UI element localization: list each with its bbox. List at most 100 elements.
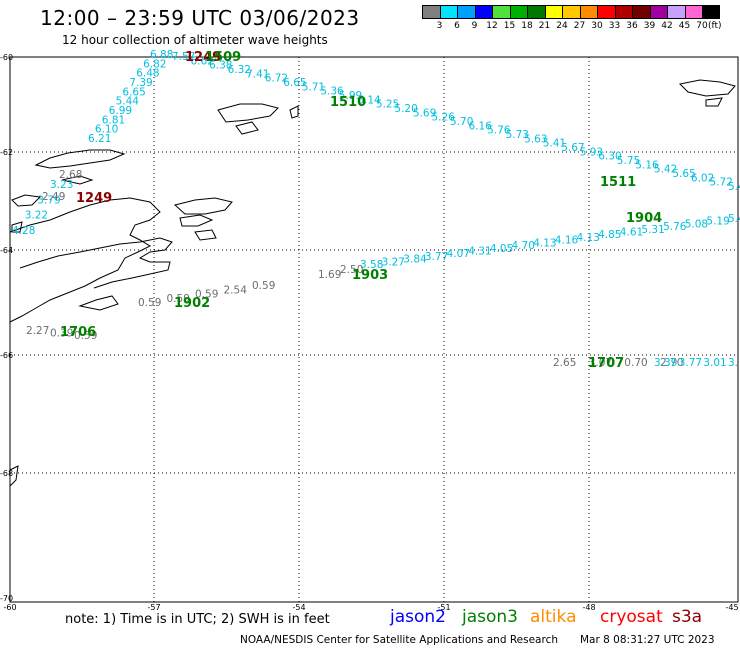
island — [61, 175, 94, 185]
island — [194, 229, 217, 241]
peninsula-coast-east — [19, 237, 173, 289]
swh-value: 2.65 — [553, 357, 576, 369]
island — [235, 121, 259, 135]
swh-value: 4.05 — [490, 243, 513, 255]
pass-label: 1903 — [352, 268, 388, 283]
pass-label: 1904 — [626, 211, 662, 226]
swh-value: 5.16 — [635, 159, 659, 171]
swh-value: 5.25 — [376, 99, 399, 111]
swh-value: 2.54 — [224, 284, 248, 296]
legend-label: 6 — [454, 21, 460, 31]
swh-value: 5.31 — [641, 224, 664, 236]
joinville-island — [173, 197, 233, 215]
swh-value: 3. — [728, 357, 738, 369]
swh-value: 4.13 — [577, 232, 600, 244]
swh-value: 4.31 — [468, 246, 491, 258]
swh-value: 0.70 — [624, 357, 647, 369]
island — [11, 194, 42, 207]
swh-value: 6.14 — [357, 94, 381, 106]
coast-fragment — [9, 465, 19, 487]
legend-label: 24 — [556, 21, 568, 31]
swh-value: 6.62 — [191, 55, 214, 67]
swh-value: 5.71 — [302, 81, 325, 93]
coastline — [9, 79, 736, 487]
swh-value: 0.59 — [252, 280, 275, 292]
latitude-label: -60 — [0, 53, 14, 62]
legend-label: 21 — [538, 21, 551, 31]
swh-value: 3.84 — [403, 254, 427, 266]
legend-label: 15 — [503, 21, 516, 31]
south-orkney-island — [217, 103, 279, 123]
swh-value: 2.50 — [340, 264, 363, 276]
swh-value: 5.4 — [728, 213, 740, 225]
island — [289, 105, 299, 119]
swh-value: 6.02 — [691, 172, 714, 184]
king-george-island — [34, 149, 126, 169]
legend-swatch — [632, 5, 650, 19]
legend-swatch — [492, 5, 510, 19]
swh-value: 6.30 — [598, 151, 621, 163]
legend-label: 70 — [696, 21, 708, 31]
swh-value: 7.57 — [172, 51, 195, 63]
swh-value: 3.27 — [382, 256, 405, 268]
legend-swatch — [649, 5, 667, 19]
swh-value: 0.59 — [74, 330, 97, 342]
swh-value: 4.70 — [512, 240, 535, 252]
swh-value: 3.77 — [425, 251, 448, 263]
swh-value: 6.32 — [228, 64, 251, 76]
legend-swatch — [439, 5, 457, 19]
legend-swatch — [579, 5, 597, 19]
legend-labels: 3 6 9 12 15 18 21 24 27 30 33 36 39 42 45 70 (ft) — [422, 19, 722, 33]
legend-label: 27 — [573, 21, 586, 31]
swh-value: 0.39 — [50, 328, 73, 340]
swh-value: 0.59 — [138, 297, 161, 309]
swh-value: 5.43 — [728, 181, 740, 193]
swh-value: 5.08 — [685, 218, 708, 230]
swh-value: 3.77 — [679, 357, 702, 369]
graticule — [10, 57, 738, 602]
swh-value: 6.48 — [136, 68, 159, 80]
legend-swatch — [509, 5, 527, 19]
swh-value: 5.65 — [672, 168, 695, 180]
swh-value: 6.88 — [150, 49, 173, 61]
satellite-cryosat: cryosat — [600, 607, 663, 627]
island — [179, 214, 214, 227]
swh-value: 3.22 — [25, 210, 48, 222]
island — [78, 295, 119, 311]
longitude-label: -60 — [3, 603, 17, 612]
swh-value: 3.23 — [50, 179, 73, 191]
swh-value: 5.20 — [394, 103, 417, 115]
page-title: 12:00 – 23:59 UTC 03/06/2023 — [40, 6, 360, 30]
swh-value: 6.16 — [469, 120, 493, 132]
legend-swatches — [422, 5, 720, 19]
island — [705, 97, 723, 107]
swh-value: 2.49 — [42, 191, 65, 203]
swh-value: 6.21 — [88, 133, 111, 145]
swh-value: 2.68 — [59, 169, 82, 181]
longitude-label: -54 — [292, 603, 306, 612]
swh-value: 6.82 — [143, 58, 166, 70]
swh-value: 3.39 — [654, 357, 677, 369]
satellite-jason2: jason2 — [390, 607, 446, 627]
pass-label: 1511 — [600, 175, 636, 190]
legend-label: 3 — [436, 21, 443, 31]
swh-value: 5.41 — [543, 138, 566, 150]
legend-swatch — [702, 5, 720, 19]
legend-label: 12 — [486, 21, 498, 31]
longitude-label: -48 — [582, 603, 596, 612]
pass-label: 1707 — [588, 356, 624, 371]
pass-label: 1509 — [205, 50, 241, 65]
legend-swatch — [527, 5, 545, 19]
latitude-label: -66 — [0, 351, 14, 360]
swh-value: 5.19 — [706, 216, 729, 228]
longitude-label: -51 — [437, 603, 451, 612]
swh-value: 6.81 — [102, 114, 125, 126]
swh-value: 5.67 — [561, 142, 584, 154]
legend-label: 33 — [608, 21, 621, 31]
pass-label: 1706 — [60, 325, 96, 340]
legend-swatch — [457, 5, 475, 19]
swh-value: 7.41 — [246, 68, 269, 80]
swh-value: 6.65 — [283, 77, 306, 89]
legend-label: 36 — [626, 21, 638, 31]
satellite-s3a: s3a — [672, 607, 703, 627]
